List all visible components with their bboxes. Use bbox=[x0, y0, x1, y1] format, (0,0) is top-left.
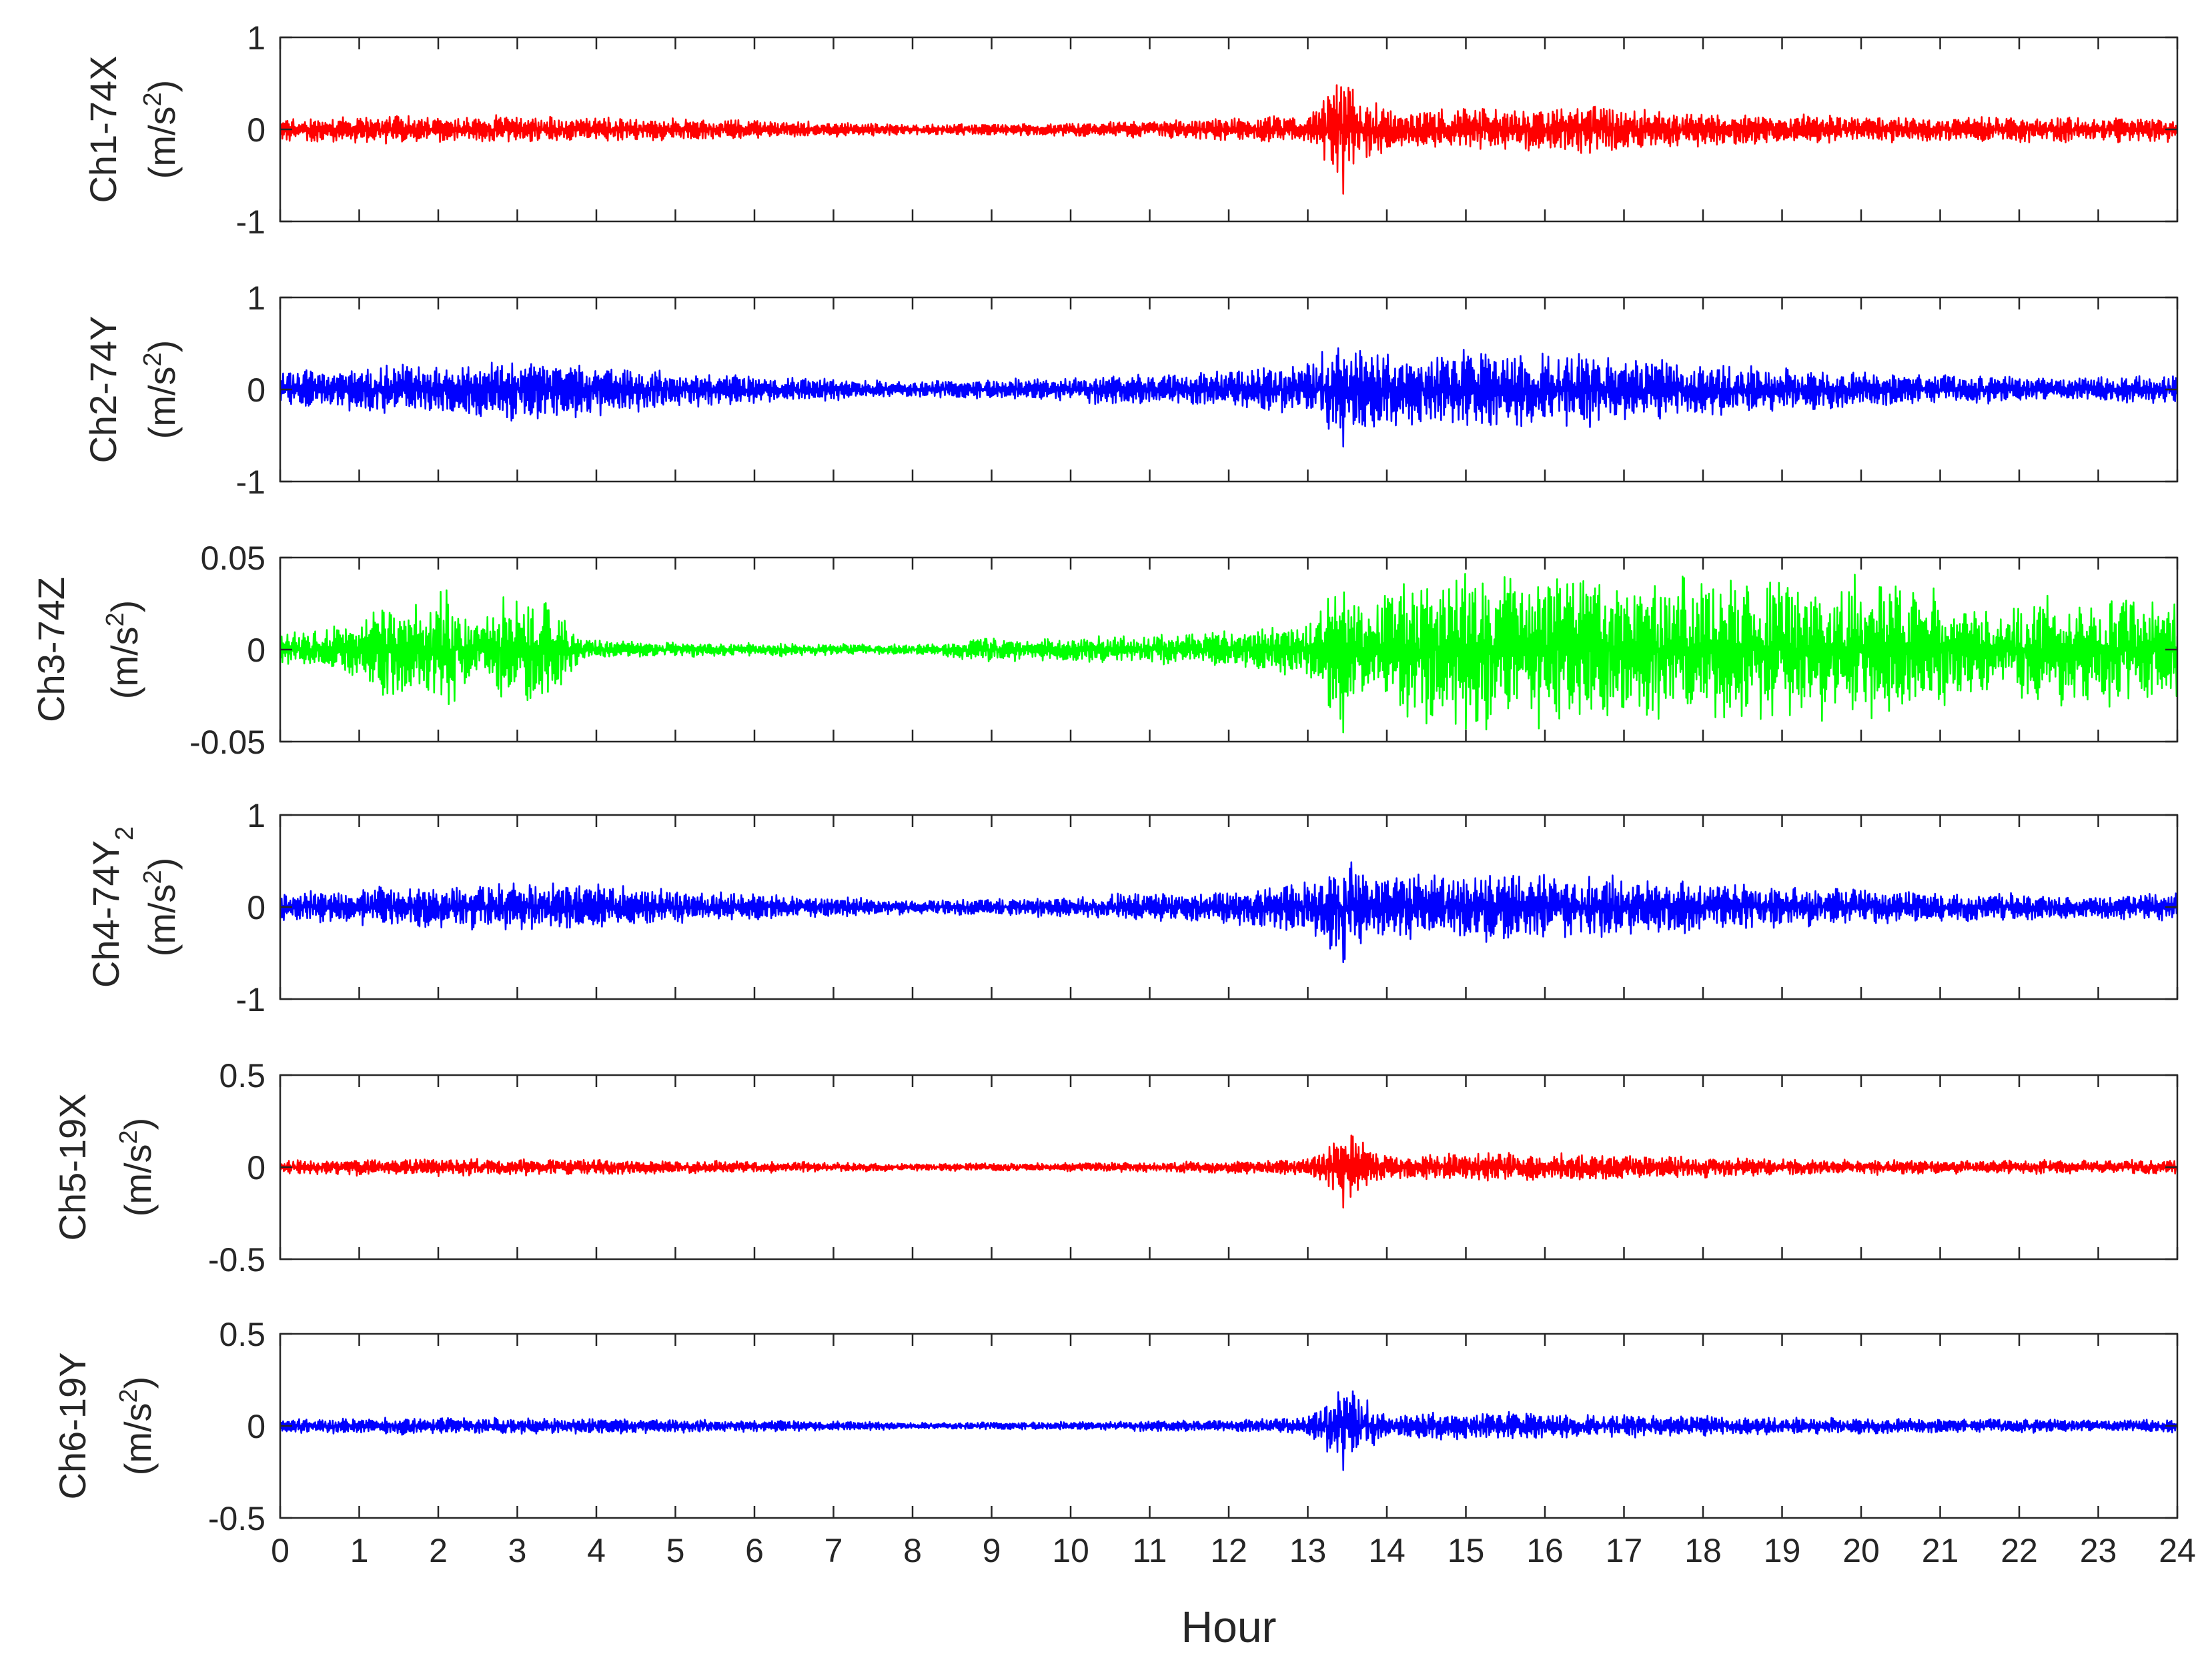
y-label-unit-close: ) bbox=[103, 600, 145, 613]
y-tick-label: 0.5 bbox=[219, 1057, 265, 1094]
series-line-2 bbox=[280, 347, 2177, 448]
y-axis-label-6: Ch6-19Y (m/s2) bbox=[51, 1352, 159, 1499]
x-tick-label: 19 bbox=[1764, 1532, 1801, 1569]
y-tick-label: -0.5 bbox=[208, 1500, 265, 1537]
y-tick-label: 1 bbox=[247, 797, 265, 834]
y-axis-label-line1: Ch5-19X bbox=[51, 1093, 93, 1240]
y-axis-label-line2: (m/s2) bbox=[115, 1377, 159, 1476]
x-tick-label: 1 bbox=[350, 1532, 369, 1569]
y-label-superscript: 2 bbox=[139, 870, 167, 884]
y-axis-label-line1: Ch6-19Y bbox=[51, 1352, 93, 1499]
x-tick-label: 7 bbox=[824, 1532, 843, 1569]
x-tick-label: 8 bbox=[903, 1532, 922, 1569]
x-tick-label: 11 bbox=[1133, 1532, 1167, 1569]
x-tick-label: 13 bbox=[1289, 1532, 1327, 1569]
series-line-5 bbox=[280, 1134, 2177, 1208]
series-line-4 bbox=[280, 861, 2177, 963]
y-label-superscript: 2 bbox=[115, 1389, 143, 1403]
y-tick-label: 0 bbox=[247, 1408, 265, 1445]
x-tick-label: 12 bbox=[1210, 1532, 1247, 1569]
panel-2: -1 0 1 Ch2-74Y (m/s2) bbox=[82, 279, 2179, 501]
y-axis-label-line2: (m/s2) bbox=[139, 340, 183, 440]
panel-3: -0.05 0 0.05 Ch3-74Z (m/s2) bbox=[30, 540, 2179, 761]
y-tick-label: -0.5 bbox=[208, 1241, 265, 1279]
y-axis-label-line1: Ch1-74X bbox=[82, 55, 124, 203]
y-tick-label: 0 bbox=[247, 889, 265, 926]
x-tick-label: 16 bbox=[1526, 1532, 1564, 1569]
x-tick-label: 5 bbox=[666, 1532, 685, 1569]
y-label-unit: (m/s bbox=[141, 366, 183, 439]
y-label-subscript: 2 bbox=[111, 826, 139, 840]
y-tick-label: 1 bbox=[247, 279, 265, 317]
y-axis-label-line2: (m/s2) bbox=[115, 1118, 159, 1217]
y-label-unit-close: ) bbox=[117, 1377, 159, 1389]
y-axis-label-4: Ch4-74Y2(m/s2) bbox=[85, 826, 183, 988]
x-tick-label: 9 bbox=[983, 1532, 1001, 1569]
x-tick-label: 18 bbox=[1684, 1532, 1722, 1569]
y-tick-label: 1 bbox=[247, 19, 265, 57]
y-axis-label-line2: (m/s2) bbox=[139, 80, 183, 179]
series-line-3 bbox=[280, 573, 2177, 734]
y-tick-label: -1 bbox=[236, 464, 265, 501]
y-label-unit-close: ) bbox=[141, 858, 183, 870]
y-axis-label-1: Ch1-74X (m/s2) bbox=[82, 55, 183, 203]
x-tick-label: 17 bbox=[1606, 1532, 1643, 1569]
y-tick-label: 0 bbox=[247, 1149, 265, 1186]
x-tick-label: 4 bbox=[587, 1532, 606, 1569]
x-tick-label: 24 bbox=[2159, 1532, 2196, 1569]
x-tick-label: 3 bbox=[508, 1532, 527, 1569]
y-label-unit-close: ) bbox=[141, 80, 183, 93]
y-label-superscript: 2 bbox=[115, 1130, 143, 1144]
y-axis-label-3: Ch3-74Z (m/s2) bbox=[30, 577, 145, 722]
y-tick-label: -1 bbox=[236, 981, 265, 1018]
y-label-unit-close: ) bbox=[117, 1118, 159, 1130]
x-tick-label: 2 bbox=[429, 1532, 448, 1569]
y-axis-label-line2: (m/s2) bbox=[139, 858, 183, 957]
x-tick-label: 23 bbox=[2080, 1532, 2117, 1569]
y-tick-label: 0 bbox=[247, 111, 265, 149]
y-label-unit-close: ) bbox=[141, 340, 183, 353]
y-axis-label-2: Ch2-74Y (m/s2) bbox=[82, 315, 183, 463]
x-tick-label: 21 bbox=[1922, 1532, 1959, 1569]
y-axis-label-line2: (m/s2) bbox=[101, 600, 145, 700]
y-axis-label-line1: Ch2-74Y bbox=[82, 315, 124, 463]
y-label-text: Ch4-74Y bbox=[85, 840, 127, 988]
y-label-unit: (m/s bbox=[103, 626, 145, 699]
y-tick-label: 0.05 bbox=[201, 540, 265, 577]
x-tick-label: 0 bbox=[271, 1532, 290, 1569]
x-tick-label: 14 bbox=[1368, 1532, 1406, 1569]
y-label-unit: (m/s bbox=[141, 884, 183, 956]
y-label-unit: (m/s bbox=[117, 1403, 159, 1475]
y-tick-label: -1 bbox=[236, 203, 265, 241]
x-tick-label: 15 bbox=[1448, 1532, 1485, 1569]
y-axis-label-5: Ch5-19X (m/s2) bbox=[51, 1093, 159, 1240]
y-tick-label: 0 bbox=[247, 371, 265, 409]
y-label-unit: (m/s bbox=[117, 1144, 159, 1216]
panel-1: -1 0 1 Ch1-74X (m/s2) bbox=[82, 19, 2179, 241]
panel-5: -0.5 0 0.5 Ch5-19X (m/s2) bbox=[51, 1057, 2179, 1279]
y-tick-label: 0.5 bbox=[219, 1316, 265, 1353]
y-label-superscript: 2 bbox=[101, 612, 129, 626]
series-line-1 bbox=[280, 84, 2177, 195]
y-axis-label-line1: Ch4-74Y2 bbox=[85, 826, 139, 988]
y-label-unit: (m/s bbox=[141, 106, 183, 179]
x-tick-label: 22 bbox=[2001, 1532, 2038, 1569]
x-tick-label: 20 bbox=[1842, 1532, 1880, 1569]
x-tick-label: 10 bbox=[1052, 1532, 1089, 1569]
y-label-superscript: 2 bbox=[139, 92, 167, 106]
x-tick-label: 6 bbox=[745, 1532, 764, 1569]
series-line-6 bbox=[280, 1390, 2177, 1471]
y-axis-label-line1: Ch3-74Z bbox=[30, 577, 72, 722]
x-axis-label: Hour bbox=[1181, 1602, 1276, 1651]
y-tick-label: 0 bbox=[247, 632, 265, 669]
y-label-superscript: 2 bbox=[139, 352, 167, 366]
y-tick-label: -0.05 bbox=[189, 724, 265, 761]
